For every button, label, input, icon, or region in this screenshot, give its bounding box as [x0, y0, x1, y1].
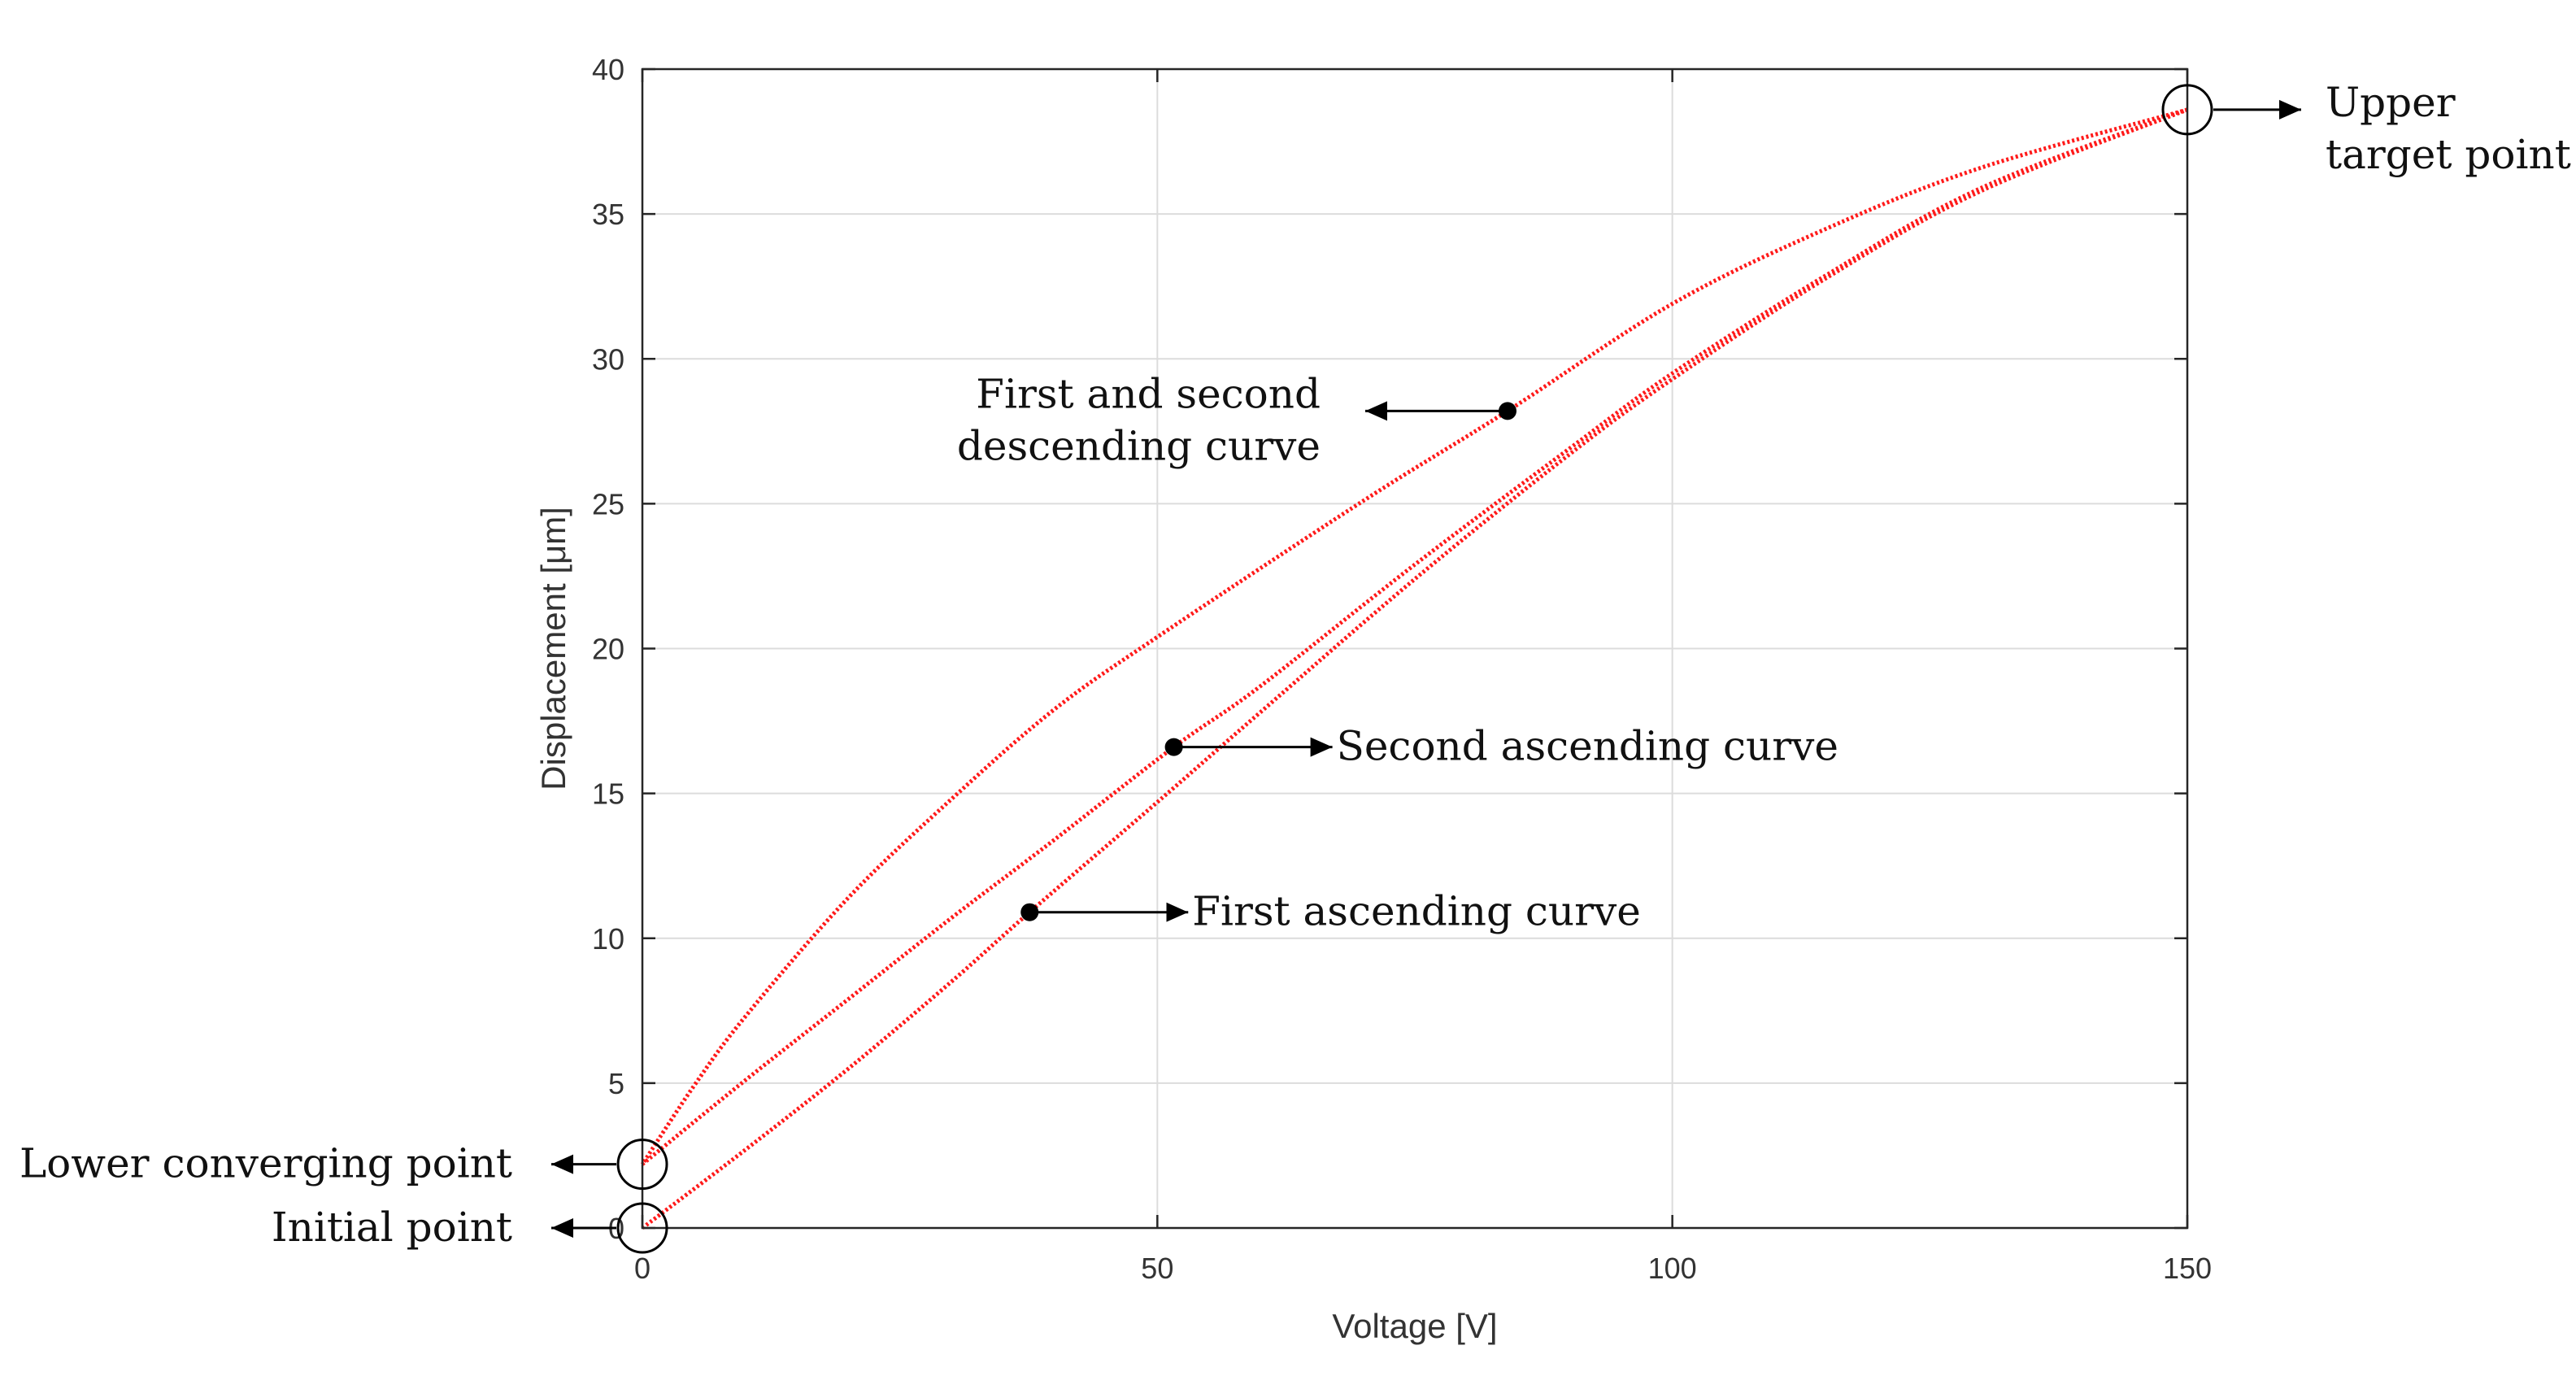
data-series — [640, 107, 2188, 1230]
x-axis-label: Voltage [V] — [1332, 1307, 1497, 1345]
y-tick-label: 25 — [592, 487, 624, 520]
annotation-upper-target-circle — [2161, 84, 2213, 136]
series-line-first-and-second-descending-curve — [640, 107, 2188, 1166]
y-tick-label: 30 — [592, 342, 624, 376]
y-tick-label: 10 — [592, 922, 624, 956]
annotation-upper-target-text: Upper — [2326, 79, 2456, 126]
x-tick-label: 50 — [1141, 1252, 1173, 1285]
annotation-lower-converging-circle — [616, 1139, 668, 1191]
annotation-descending-text: descending curve — [957, 422, 1321, 469]
y-tick-label: 5 — [608, 1067, 624, 1100]
grid-lines — [642, 68, 2188, 1229]
annotations: Upper target point First and second descend… — [20, 79, 2571, 1254]
annotation-first-ascending-text: First ascending curve — [1192, 888, 1641, 935]
annotation-initial-text: Initial point — [272, 1204, 512, 1251]
annotation-initial-circle — [616, 1202, 668, 1254]
annotation-descending-text: First and second — [976, 370, 1321, 417]
annotation-upper-target-text: target point — [2326, 131, 2571, 178]
y-tick-label: 15 — [592, 777, 624, 811]
y-axis-label: Displacement [μm] — [534, 507, 572, 790]
y-tick-label: 40 — [592, 53, 624, 86]
series-line-first-ascending-curve — [641, 107, 2188, 1230]
annotation-second-ascending-text: Second ascending curve — [1337, 723, 1838, 770]
x-tick-label: 150 — [2163, 1252, 2212, 1285]
annotation-lower-converging-text: Lower converging point — [20, 1140, 512, 1187]
y-tick-label: 20 — [592, 633, 624, 666]
x-tick-label: 0 — [634, 1252, 651, 1285]
x-tick-label: 100 — [1648, 1252, 1697, 1285]
series-line-second-ascending-curve — [641, 107, 2188, 1166]
y-tick-label: 35 — [592, 198, 624, 231]
